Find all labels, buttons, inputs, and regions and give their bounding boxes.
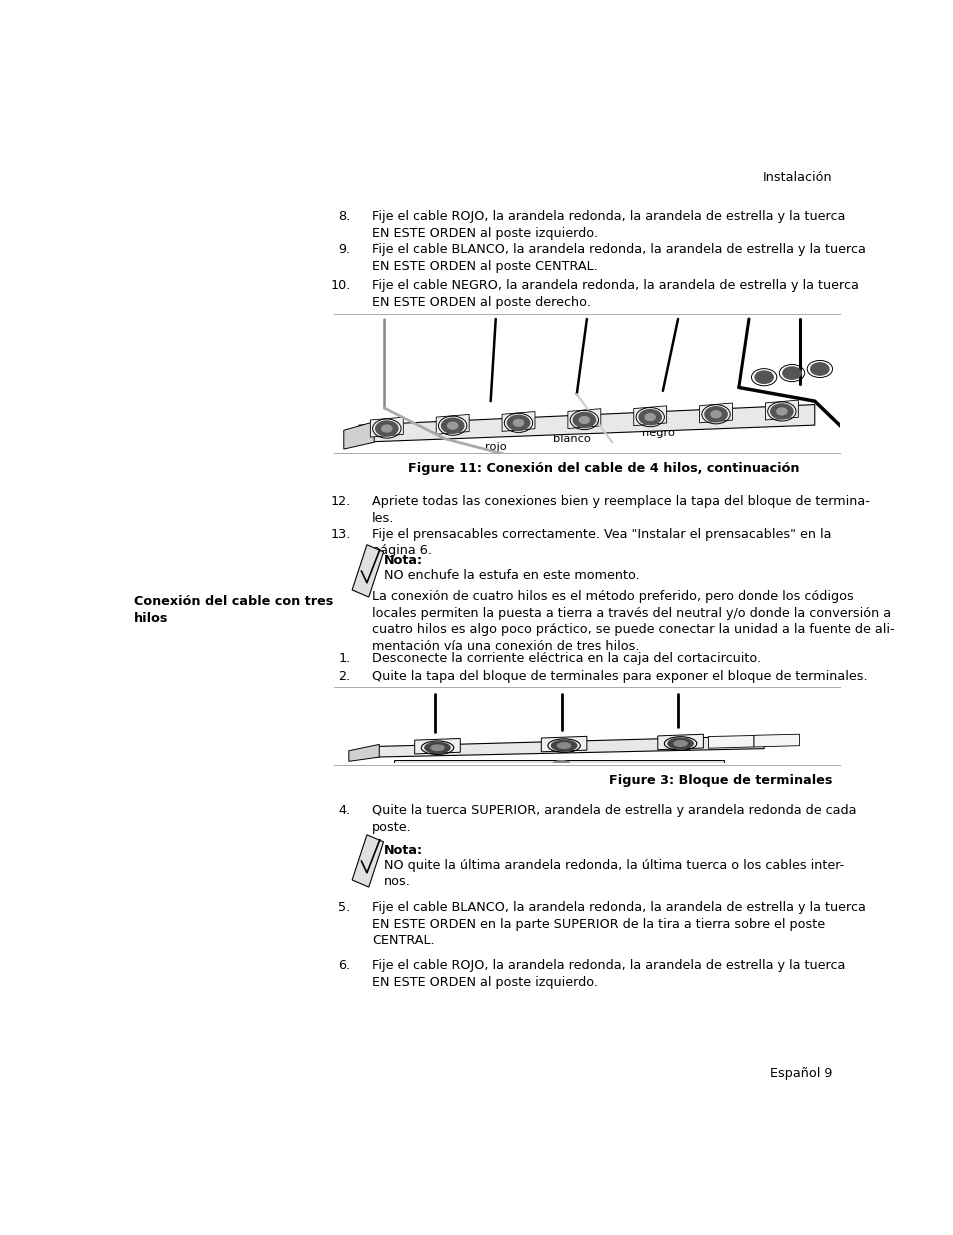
Text: Figure 3: Bloque de terminales: Figure 3: Bloque de terminales xyxy=(609,774,832,787)
Polygon shape xyxy=(352,545,383,597)
Text: Conexión del cable con tres
hilos: Conexión del cable con tres hilos xyxy=(133,595,333,625)
Text: 1.: 1. xyxy=(338,652,351,666)
Text: Desconecte la corriente eléctrica en la caja del cortacircuito.: Desconecte la corriente eléctrica en la … xyxy=(372,652,760,666)
Text: Nota:: Nota: xyxy=(383,845,422,857)
Text: Figure 11: Conexión del cable de 4 hilos, continuación: Figure 11: Conexión del cable de 4 hilos… xyxy=(407,462,799,475)
Text: rojo: rojo xyxy=(485,442,507,452)
Text: 5.: 5. xyxy=(338,902,351,914)
Text: 8.: 8. xyxy=(338,210,351,224)
Text: Fije el cable ROJO, la arandela redonda, la arandela de estrella y la tuerca
EN : Fije el cable ROJO, la arandela redonda,… xyxy=(372,960,844,989)
Text: Fije el prensacables correctamente. Vea "Instalar el prensacables" en la
página : Fije el prensacables correctamente. Vea … xyxy=(372,527,831,557)
Text: Fije el cable NEGRO, la arandela redonda, la arandela de estrella y la tuerca
EN: Fije el cable NEGRO, la arandela redonda… xyxy=(372,279,858,309)
Text: blanco: blanco xyxy=(552,435,590,445)
Text: 13.: 13. xyxy=(330,527,351,541)
Text: Fije el cable ROJO, la arandela redonda, la arandela de estrella y la tuerca
EN : Fije el cable ROJO, la arandela redonda,… xyxy=(372,210,844,240)
Text: Apriete todas las conexiones bien y reemplace la tapa del bloque de termina-
les: Apriete todas las conexiones bien y reem… xyxy=(372,495,869,525)
Text: NO quite la última arandela redonda, la última tuerca o los cables inter-
nos.: NO quite la última arandela redonda, la … xyxy=(383,858,843,888)
Text: NO enchufe la estufa en este momento.: NO enchufe la estufa en este momento. xyxy=(383,568,639,582)
Text: Instalación: Instalación xyxy=(762,172,832,184)
Text: 6.: 6. xyxy=(338,960,351,972)
Text: Quite la tapa del bloque de terminales para exponer el bloque de terminales.: Quite la tapa del bloque de terminales p… xyxy=(372,671,867,683)
Text: Fije el cable BLANCO, la arandela redonda, la arandela de estrella y la tuerca
E: Fije el cable BLANCO, la arandela redond… xyxy=(372,243,865,273)
Text: Quite la tuerca SUPERIOR, arandela de estrella y arandela redonda de cada
poste.: Quite la tuerca SUPERIOR, arandela de es… xyxy=(372,804,856,834)
Text: negro: negro xyxy=(641,427,675,437)
Text: 12.: 12. xyxy=(330,495,351,509)
Text: 10.: 10. xyxy=(330,279,351,293)
Polygon shape xyxy=(352,835,383,887)
Text: 9.: 9. xyxy=(338,243,351,257)
Text: 2.: 2. xyxy=(338,671,351,683)
Text: Nota:: Nota: xyxy=(383,555,422,567)
Text: 4.: 4. xyxy=(338,804,351,818)
Text: La conexión de cuatro hilos es el método preferido, pero donde los códigos
local: La conexión de cuatro hilos es el método… xyxy=(372,590,894,653)
Text: Fije el cable BLANCO, la arandela redonda, la arandela de estrella y la tuerca
E: Fije el cable BLANCO, la arandela redond… xyxy=(372,902,865,947)
Text: Español 9: Español 9 xyxy=(769,1067,832,1081)
